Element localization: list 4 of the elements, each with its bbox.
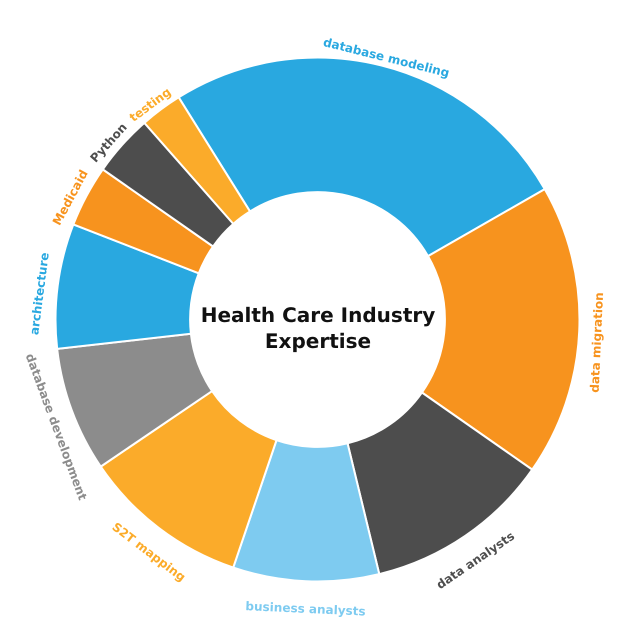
slice-label: business analysts: [245, 599, 366, 619]
slice-label: data migration: [588, 292, 606, 394]
slice-label: architecture: [27, 252, 52, 336]
text: Health Care Industry Expertise: [200, 302, 436, 354]
